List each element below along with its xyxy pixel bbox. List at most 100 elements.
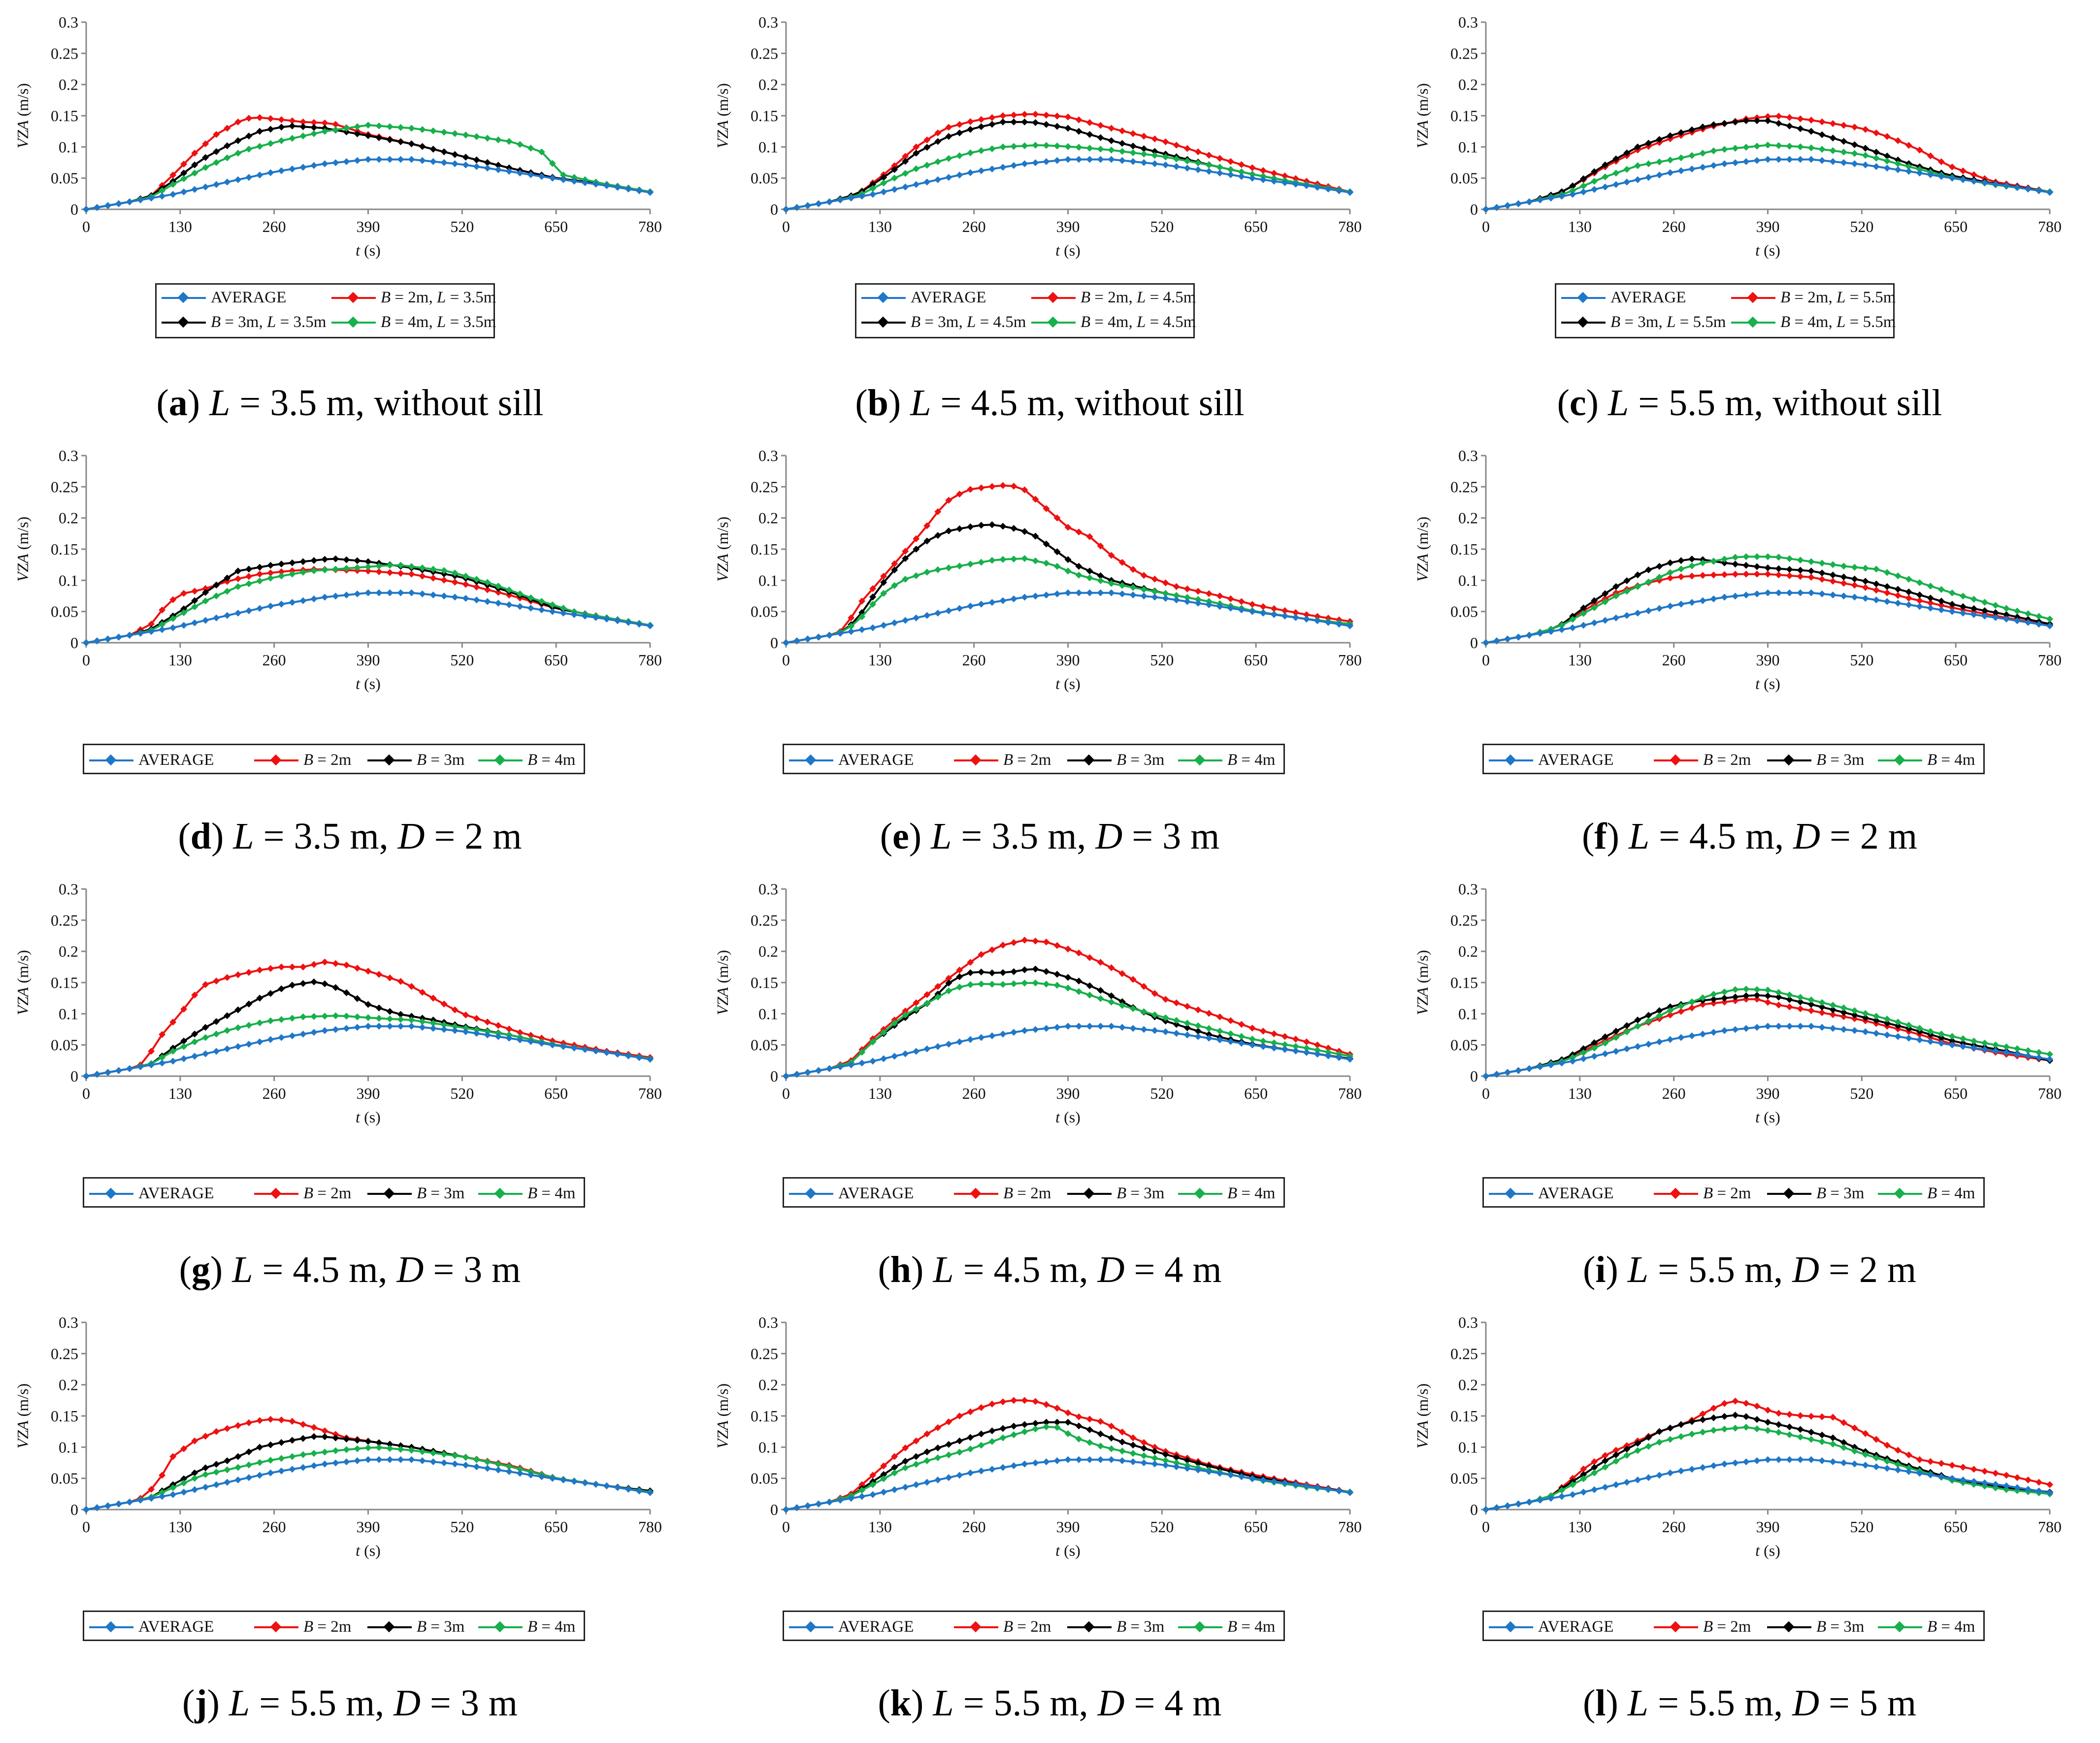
data-point bbox=[245, 565, 253, 573]
x-tick-label: 130 bbox=[868, 1085, 892, 1102]
legend-item: AVERAGE bbox=[89, 1184, 214, 1203]
data-point bbox=[956, 152, 963, 160]
data-point bbox=[1183, 1024, 1191, 1031]
data-point bbox=[180, 622, 188, 629]
data-point bbox=[516, 1036, 524, 1044]
data-point bbox=[83, 639, 90, 646]
data-point bbox=[1086, 1439, 1093, 1446]
data-point bbox=[934, 532, 942, 539]
legend-item: B = 3m bbox=[1067, 751, 1164, 769]
data-point bbox=[923, 1045, 931, 1052]
data-point bbox=[1140, 1459, 1148, 1467]
data-point bbox=[1526, 1065, 1533, 1072]
data-point bbox=[1129, 130, 1137, 137]
series-line-red bbox=[86, 1418, 651, 1511]
data-point bbox=[1807, 1428, 1815, 1436]
y-tick-label: 0.2 bbox=[1458, 1376, 1478, 1394]
data-point bbox=[408, 563, 415, 570]
y-axis-label: VZA (m/s) bbox=[714, 1383, 731, 1448]
data-point bbox=[397, 124, 404, 131]
legend-swatch bbox=[254, 1619, 298, 1636]
data-point bbox=[1894, 599, 1902, 607]
data-point bbox=[364, 1001, 372, 1008]
y-tick-label: 0.3 bbox=[1458, 13, 1478, 31]
legend: AVERAGE B = 2m, L = 5.5m B = 3m, L = 5.5m B… bbox=[1555, 283, 1896, 338]
data-point bbox=[397, 1446, 404, 1453]
chart-panel-i: 0 0.05 0.1 0.15 0.2 0.25 0.3 0 130 260 390 520 650 78… bbox=[1400, 867, 2100, 1300]
x-tick-label: 130 bbox=[168, 1518, 192, 1536]
data-point bbox=[956, 562, 963, 570]
data-point bbox=[967, 958, 974, 966]
data-point bbox=[1753, 553, 1761, 560]
data-point bbox=[1818, 146, 1826, 153]
legend-label: B = 2m bbox=[1703, 751, 1751, 769]
data-point bbox=[1129, 1434, 1137, 1442]
data-point bbox=[2002, 1043, 2010, 1051]
y-tick-label: 0.3 bbox=[1458, 1314, 1478, 1331]
data-point bbox=[538, 1473, 545, 1480]
data-point bbox=[354, 1013, 361, 1020]
data-point bbox=[1281, 1046, 1288, 1053]
data-point bbox=[159, 626, 166, 633]
data-point bbox=[1807, 128, 1815, 135]
data-point bbox=[202, 589, 209, 596]
data-point bbox=[1108, 964, 1115, 971]
data-point bbox=[1981, 598, 1988, 606]
legend-swatch bbox=[1654, 1619, 1698, 1636]
x-axis-label: t (s) bbox=[1755, 675, 1780, 692]
data-point bbox=[202, 981, 209, 988]
data-point bbox=[1194, 596, 1202, 603]
y-tick-label: 0.05 bbox=[1450, 169, 1478, 187]
x-tick-label: 780 bbox=[638, 1085, 662, 1102]
data-point bbox=[549, 1041, 556, 1049]
data-point bbox=[934, 176, 942, 183]
data-point bbox=[559, 604, 567, 612]
data-point bbox=[1108, 998, 1115, 1006]
data-point bbox=[1959, 609, 1967, 617]
x-tick-label: 390 bbox=[1756, 218, 1780, 235]
data-point bbox=[494, 1022, 502, 1029]
data-point bbox=[1732, 997, 1739, 1004]
data-point bbox=[256, 605, 263, 612]
legend: AVERAGE B = 2m B = 3m B = 4m bbox=[83, 744, 585, 774]
data-point bbox=[1688, 1418, 1696, 1425]
data-point bbox=[1829, 1006, 1837, 1014]
data-point bbox=[1970, 177, 1977, 185]
x-tick-label: 0 bbox=[782, 651, 790, 669]
data-point bbox=[1292, 609, 1299, 616]
data-point bbox=[848, 1495, 855, 1502]
legend-item: AVERAGE bbox=[89, 1618, 214, 1636]
legend-item: AVERAGE bbox=[1489, 1618, 1613, 1636]
y-tick-label: 0.1 bbox=[59, 1438, 78, 1456]
data-point bbox=[1894, 586, 1902, 593]
y-tick-label: 0.05 bbox=[1450, 1470, 1478, 1487]
y-axis-label: VZA (m/s) bbox=[1413, 1383, 1431, 1448]
data-point bbox=[516, 1470, 524, 1477]
data-point bbox=[1807, 1456, 1815, 1463]
data-point bbox=[364, 122, 372, 129]
data-point bbox=[1162, 579, 1169, 587]
data-point bbox=[451, 593, 459, 601]
data-point bbox=[310, 124, 318, 131]
legend-swatch bbox=[954, 1619, 998, 1636]
data-point bbox=[429, 1019, 437, 1027]
data-point bbox=[2046, 1489, 2053, 1496]
data-point bbox=[1482, 1073, 1489, 1080]
data-point bbox=[1667, 156, 1674, 164]
data-point bbox=[299, 123, 307, 131]
data-point bbox=[1721, 556, 1728, 563]
data-point bbox=[999, 1030, 1007, 1038]
data-point bbox=[1623, 1028, 1631, 1036]
series-line-AVERAGE bbox=[786, 1025, 1350, 1077]
data-point bbox=[429, 565, 437, 573]
data-point bbox=[1216, 1036, 1223, 1044]
data-point bbox=[516, 1465, 524, 1473]
legend-label: B = 2m bbox=[1703, 1618, 1751, 1636]
legend-swatch bbox=[478, 1619, 523, 1636]
data-point bbox=[1667, 1003, 1674, 1011]
data-point bbox=[1238, 598, 1245, 605]
data-point bbox=[923, 991, 931, 998]
data-point bbox=[180, 1480, 188, 1487]
data-point bbox=[2046, 1055, 2053, 1063]
data-point bbox=[1162, 590, 1169, 597]
